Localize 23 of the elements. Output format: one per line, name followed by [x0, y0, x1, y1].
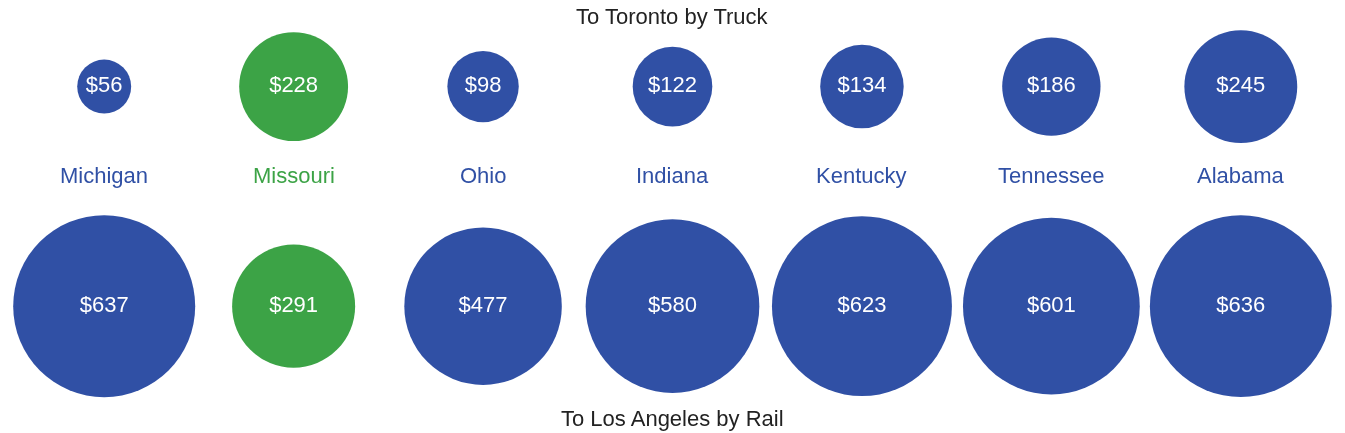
category-label: Alabama [1197, 163, 1285, 188]
series-label: To Toronto by Truck [576, 4, 769, 29]
data-label: $186 [1026, 72, 1076, 98]
category-label: Tennessee [998, 163, 1105, 188]
data-label: $122 [648, 72, 697, 98]
data-label: $637 [79, 291, 129, 317]
category-label: Indiana [636, 163, 709, 188]
data-label: $291 [269, 291, 319, 317]
data-label: $623 [837, 291, 887, 317]
data-label: $636 [1216, 291, 1266, 317]
data-label: $228 [269, 72, 319, 98]
category-label: Kentucky [816, 163, 907, 188]
data-label: $580 [648, 291, 697, 317]
data-label: $601 [1026, 291, 1076, 317]
data-label: $134 [837, 72, 887, 98]
category-label: Michigan [60, 163, 149, 188]
category-label: Ohio [460, 163, 507, 188]
data-label: $56 [85, 72, 123, 98]
data-label: $245 [1216, 72, 1266, 98]
data-label: $98 [464, 72, 502, 98]
category-label: Missouri [253, 163, 335, 188]
data-label: $477 [458, 291, 508, 317]
series-label: To Los Angeles by Rail [561, 406, 784, 431]
